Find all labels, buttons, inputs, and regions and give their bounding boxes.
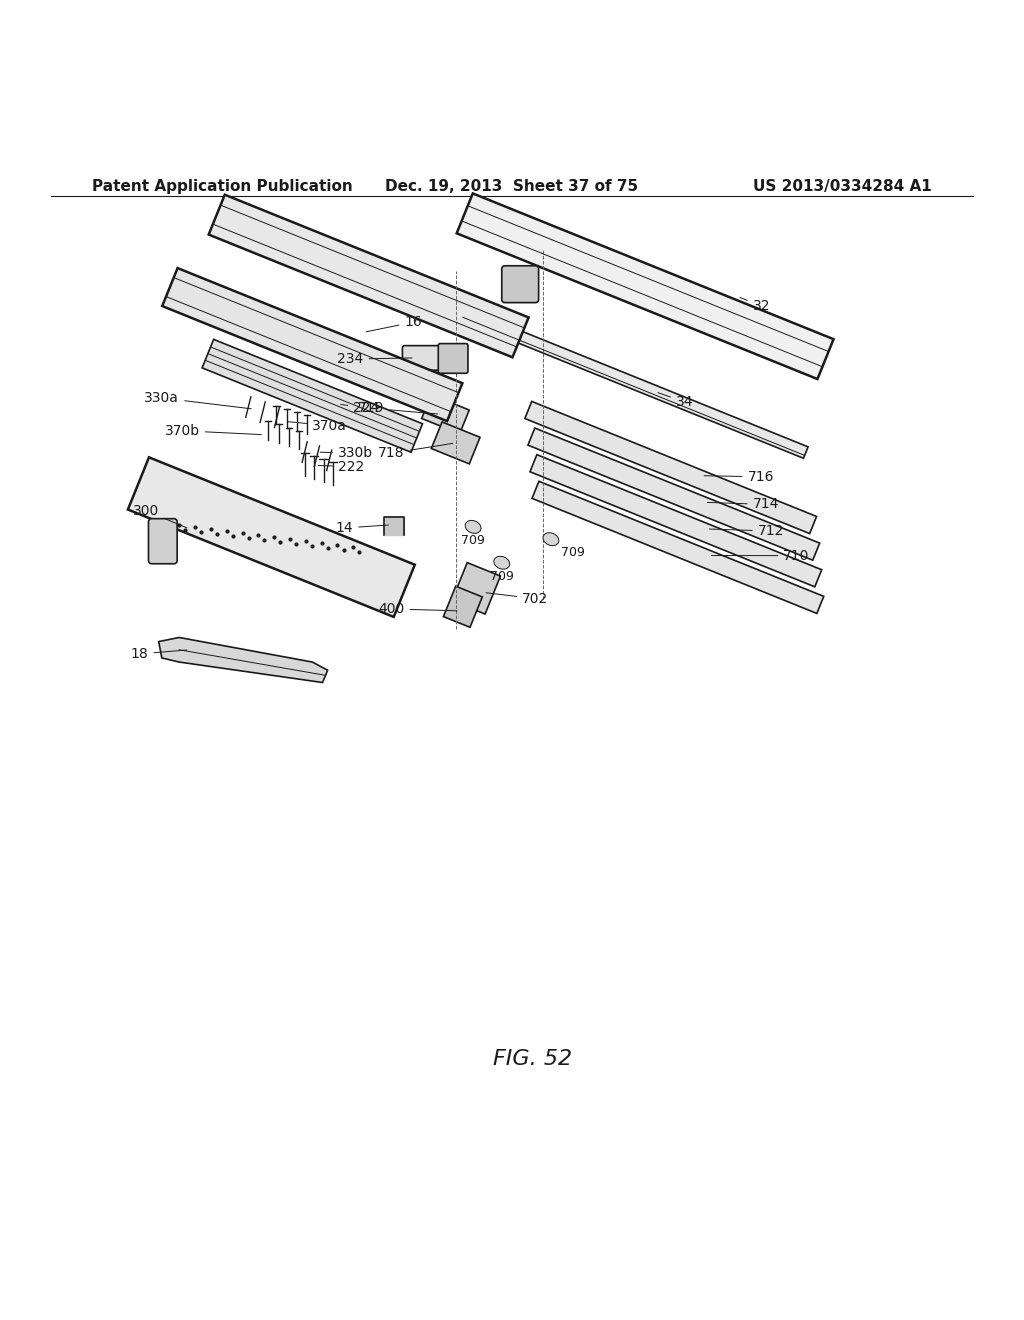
Polygon shape — [202, 339, 423, 453]
Text: 714: 714 — [708, 498, 779, 511]
Text: 222: 222 — [318, 459, 365, 474]
Polygon shape — [422, 395, 469, 434]
Text: 330b: 330b — [321, 446, 373, 461]
Text: 710: 710 — [712, 549, 810, 562]
Text: 370a: 370a — [288, 418, 347, 433]
Text: Dec. 19, 2013  Sheet 37 of 75: Dec. 19, 2013 Sheet 37 of 75 — [385, 180, 639, 194]
Polygon shape — [462, 309, 808, 458]
Polygon shape — [431, 422, 480, 463]
Text: 709: 709 — [461, 533, 485, 546]
Text: 718: 718 — [378, 444, 453, 461]
Text: US 2013/0334284 A1: US 2013/0334284 A1 — [753, 180, 932, 194]
Text: 712: 712 — [710, 524, 784, 539]
Ellipse shape — [543, 533, 559, 545]
Text: 370b: 370b — [165, 424, 261, 438]
Text: 716: 716 — [705, 470, 774, 484]
Ellipse shape — [465, 520, 481, 533]
Text: Patent Application Publication: Patent Application Publication — [92, 180, 353, 194]
Text: FIG. 52: FIG. 52 — [493, 1049, 572, 1069]
Text: 719: 719 — [357, 401, 437, 416]
Text: 702: 702 — [486, 591, 549, 606]
Polygon shape — [443, 586, 482, 627]
Polygon shape — [452, 562, 501, 614]
Polygon shape — [525, 401, 816, 533]
FancyBboxPatch shape — [402, 346, 447, 370]
FancyBboxPatch shape — [438, 343, 468, 374]
Polygon shape — [209, 194, 528, 358]
Polygon shape — [530, 454, 821, 587]
Text: 16: 16 — [367, 315, 422, 331]
Text: 18: 18 — [131, 647, 186, 661]
FancyBboxPatch shape — [502, 265, 539, 302]
Polygon shape — [159, 638, 328, 682]
Text: 709: 709 — [489, 569, 514, 582]
Polygon shape — [457, 194, 834, 379]
Polygon shape — [384, 516, 404, 535]
Text: 300: 300 — [132, 504, 186, 528]
Text: 709: 709 — [561, 546, 585, 558]
Text: 34: 34 — [658, 392, 693, 409]
Polygon shape — [128, 457, 415, 616]
FancyBboxPatch shape — [148, 519, 177, 564]
Text: 224: 224 — [341, 401, 380, 416]
Text: 330a: 330a — [144, 391, 251, 409]
Text: 234: 234 — [337, 352, 412, 366]
Polygon shape — [528, 428, 819, 560]
Text: 400: 400 — [378, 602, 457, 616]
Text: 32: 32 — [740, 297, 770, 313]
Polygon shape — [532, 482, 823, 614]
Text: 14: 14 — [336, 521, 388, 535]
Polygon shape — [162, 268, 463, 421]
Ellipse shape — [494, 556, 510, 569]
